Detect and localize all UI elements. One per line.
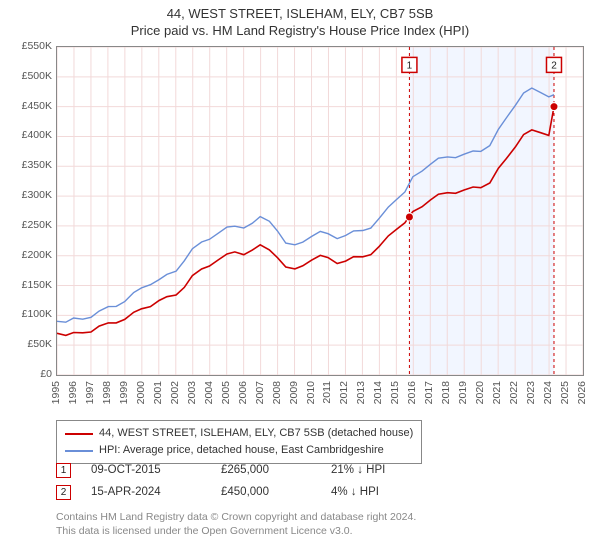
x-tick-label: 2009: [288, 381, 300, 404]
sale-row: 1 09-OCT-2015£265,00021% ↓ HPI: [56, 460, 421, 482]
legend-swatch: [65, 450, 93, 452]
y-tick-label: £200K: [22, 249, 52, 261]
x-tick-label: 2023: [525, 381, 537, 404]
x-tick-label: 2002: [169, 381, 181, 404]
x-tick-label: 2008: [271, 381, 283, 404]
footer-attribution: Contains HM Land Registry data © Crown c…: [56, 510, 416, 538]
chart-svg: 12: [57, 47, 583, 375]
x-tick-label: 2018: [440, 381, 452, 404]
x-tick-label: 2012: [338, 381, 350, 404]
y-tick-label: £350K: [22, 159, 52, 171]
plot-area: 12: [56, 46, 584, 376]
x-tick-label: 2017: [423, 381, 435, 404]
sale-pct-vs-hpi: 21% ↓ HPI: [331, 460, 421, 482]
svg-text:1: 1: [407, 60, 413, 71]
x-tick-label: 2020: [474, 381, 486, 404]
sale-price: £265,000: [221, 460, 331, 482]
x-tick-label: 2010: [305, 381, 317, 404]
y-tick-label: £500K: [22, 70, 52, 82]
x-tick-label: 1995: [50, 381, 62, 404]
x-tick-label: 2000: [135, 381, 147, 404]
legend: 44, WEST STREET, ISLEHAM, ELY, CB7 5SB (…: [56, 420, 422, 464]
x-tick-label: 2015: [389, 381, 401, 404]
x-tick-label: 1997: [84, 381, 96, 404]
y-tick-label: £0: [40, 368, 52, 380]
x-tick-label: 2025: [559, 381, 571, 404]
sale-pct-vs-hpi: 4% ↓ HPI: [331, 482, 421, 504]
x-tick-label: 2016: [406, 381, 418, 404]
y-tick-label: £400K: [22, 129, 52, 141]
sale-row: 2 15-APR-2024£450,0004% ↓ HPI: [56, 482, 421, 504]
legend-item: HPI: Average price, detached house, East…: [65, 442, 413, 459]
sale-date: 09-OCT-2015: [91, 460, 221, 482]
x-tick-label: 2013: [355, 381, 367, 404]
x-tick-label: 2003: [186, 381, 198, 404]
y-tick-label: £50K: [27, 338, 52, 350]
title-address: 44, WEST STREET, ISLEHAM, ELY, CB7 5SB: [0, 6, 600, 21]
x-tick-label: 2006: [237, 381, 249, 404]
y-tick-label: £150K: [22, 279, 52, 291]
x-axis: 1995199619971998199920002001200220032004…: [56, 378, 584, 416]
legend-swatch: [65, 433, 93, 435]
y-tick-label: £550K: [22, 40, 52, 52]
x-tick-label: 2021: [491, 381, 503, 404]
y-tick-label: £300K: [22, 189, 52, 201]
y-tick-label: £250K: [22, 219, 52, 231]
x-tick-label: 2019: [457, 381, 469, 404]
chart-container: £0 £50K £100K £150K £200K £250K £300K £350K £400…: [10, 46, 590, 416]
x-tick-label: 2026: [576, 381, 588, 404]
svg-text:2: 2: [551, 60, 557, 71]
x-tick-label: 1999: [118, 381, 130, 404]
y-tick-label: £450K: [22, 100, 52, 112]
footer-line1: Contains HM Land Registry data © Crown c…: [56, 510, 416, 524]
sale-marker-box: 1: [56, 463, 71, 478]
legend-label: HPI: Average price, detached house, East…: [99, 442, 384, 459]
x-tick-label: 2022: [508, 381, 520, 404]
x-tick-label: 2011: [321, 381, 333, 404]
x-tick-label: 2014: [372, 381, 384, 404]
x-tick-label: 2005: [220, 381, 232, 404]
title-subtitle: Price paid vs. HM Land Registry's House …: [0, 23, 600, 38]
sale-price: £450,000: [221, 482, 331, 504]
chart-title-block: 44, WEST STREET, ISLEHAM, ELY, CB7 5SB P…: [0, 0, 600, 40]
x-tick-label: 2004: [203, 381, 215, 404]
y-axis: £0£50K£100K£150K£200K£250K£300K£350K£400…: [10, 46, 54, 376]
x-tick-label: 2024: [542, 381, 554, 404]
sale-date: 15-APR-2024: [91, 482, 221, 504]
sale-marker-box: 2: [56, 485, 71, 500]
x-tick-label: 1998: [101, 381, 113, 404]
x-tick-label: 2001: [152, 381, 164, 404]
y-tick-label: £100K: [22, 308, 52, 320]
x-tick-label: 1996: [67, 381, 79, 404]
legend-label: 44, WEST STREET, ISLEHAM, ELY, CB7 5SB (…: [99, 425, 413, 442]
x-tick-label: 2007: [254, 381, 266, 404]
sales-table: 1 09-OCT-2015£265,00021% ↓ HPI 2 15-APR-202…: [56, 460, 421, 504]
legend-item: 44, WEST STREET, ISLEHAM, ELY, CB7 5SB (…: [65, 425, 413, 442]
footer-line2: This data is licensed under the Open Gov…: [56, 524, 416, 538]
